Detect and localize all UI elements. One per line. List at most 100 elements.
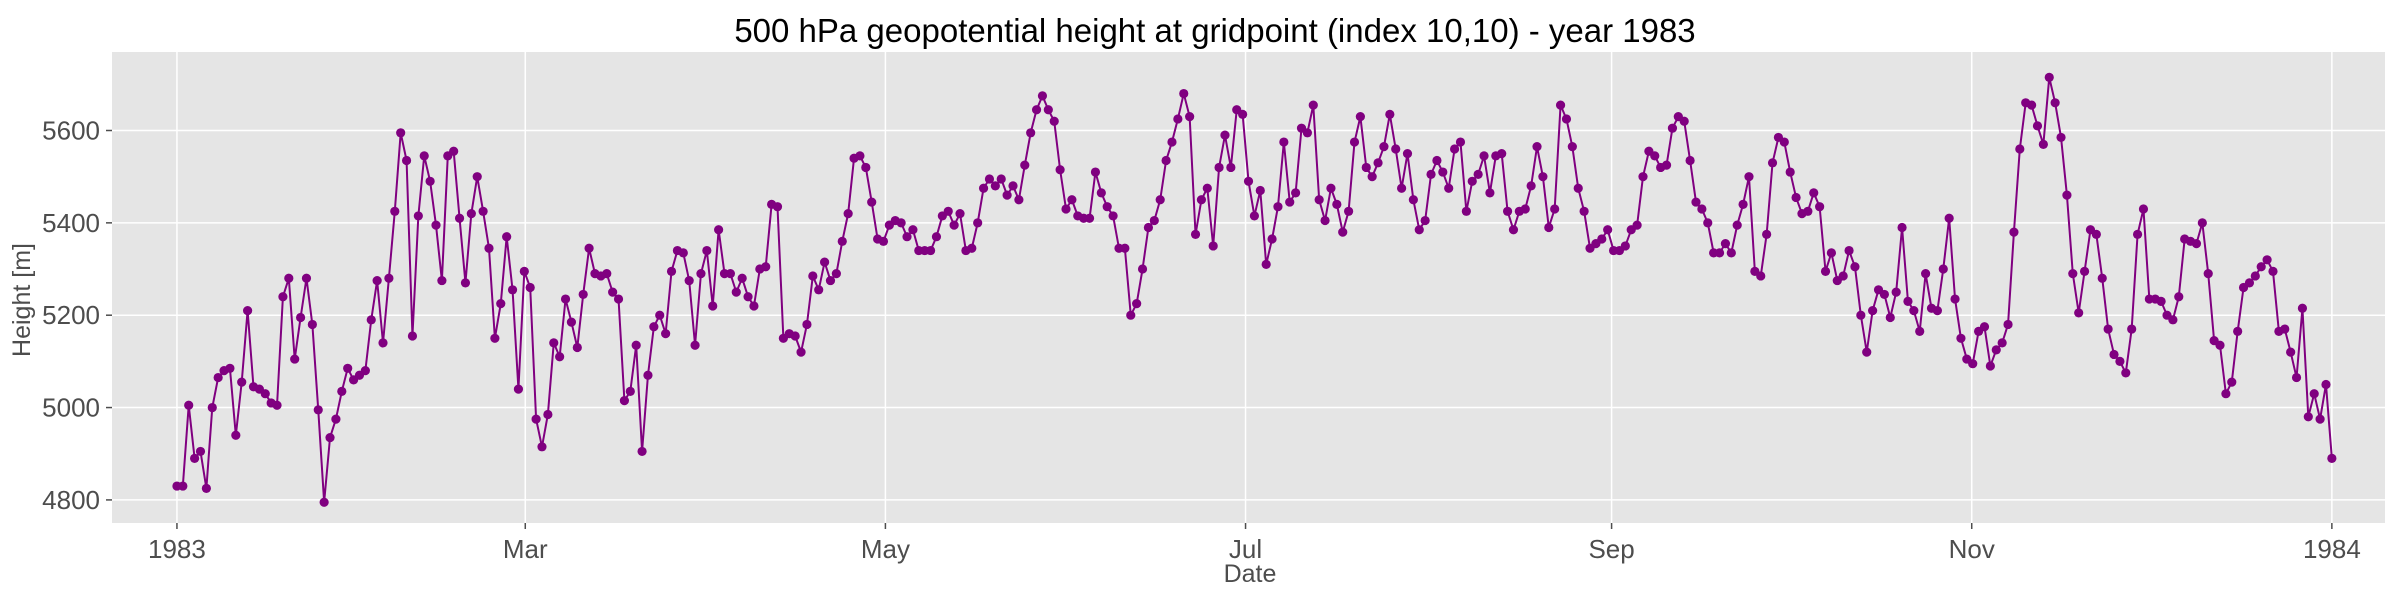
data-point — [419, 151, 429, 161]
data-point — [1285, 197, 1295, 207]
data-point — [949, 220, 959, 230]
data-point — [1461, 206, 1471, 216]
data-point — [702, 245, 712, 256]
data-point — [1879, 289, 1889, 300]
data-point — [396, 128, 406, 138]
data-point — [507, 285, 518, 295]
data-point — [1838, 271, 1848, 281]
data-point — [714, 225, 724, 235]
data-point — [2138, 204, 2149, 214]
data-point — [2003, 319, 2013, 330]
data-point — [1167, 137, 1177, 147]
data-point — [2291, 372, 2302, 383]
data-point — [1868, 305, 1878, 316]
data-point — [808, 271, 818, 281]
data-point — [290, 354, 300, 364]
data-point — [1820, 266, 1831, 276]
data-point — [1956, 333, 1966, 343]
data-point — [449, 146, 459, 156]
data-point — [1909, 305, 1919, 316]
data-point — [237, 377, 247, 387]
data-point — [272, 400, 282, 410]
data-point — [1132, 299, 1142, 309]
data-point — [855, 151, 865, 161]
data-point — [390, 206, 400, 216]
data-point — [708, 301, 718, 311]
series-heights — [172, 72, 2337, 507]
data-point — [814, 285, 824, 295]
data-point — [1432, 155, 1442, 166]
data-point — [437, 275, 447, 286]
data-point — [2156, 296, 2166, 306]
data-point — [1067, 195, 1077, 205]
data-point — [201, 483, 211, 493]
data-point — [325, 432, 335, 443]
data-point — [513, 384, 524, 394]
data-point — [519, 266, 529, 276]
data-point — [613, 294, 624, 304]
data-point — [1938, 264, 1948, 274]
data-point — [1567, 142, 1577, 152]
data-point — [2115, 356, 2125, 366]
x-axis-ticks: 1983 Mar May Jul Sep Nov 1984 — [148, 523, 2361, 564]
data-point — [1620, 241, 1630, 251]
data-point — [378, 338, 388, 348]
data-point — [1738, 199, 1748, 209]
data-point — [1385, 109, 1395, 119]
data-point — [2132, 229, 2143, 239]
data-point — [1155, 195, 1165, 205]
data-point — [2168, 315, 2178, 325]
data-point — [2262, 255, 2272, 265]
data-point — [1703, 218, 1713, 228]
data-point — [366, 315, 376, 325]
data-point — [1979, 322, 1990, 332]
data-point — [1502, 206, 1513, 216]
data-point — [1520, 204, 1530, 214]
data-point — [1526, 181, 1536, 191]
chart-title: 500 hPa geopotential height at gridpoint… — [734, 12, 1695, 49]
data-point — [566, 317, 577, 327]
data-point — [1856, 310, 1866, 320]
data-point — [1149, 215, 1159, 226]
data-point — [1314, 195, 1324, 205]
data-point — [478, 206, 488, 216]
data-point — [631, 340, 641, 350]
data-point — [1985, 361, 1995, 371]
data-point — [867, 197, 877, 207]
data-point — [2321, 379, 2331, 390]
data-point — [2256, 262, 2266, 272]
data-point — [1349, 137, 1360, 147]
data-point — [331, 414, 341, 424]
data-point — [837, 236, 847, 246]
data-point — [2268, 266, 2278, 276]
data-point — [1538, 172, 1548, 182]
data-point — [1055, 165, 1065, 175]
data-point — [260, 389, 270, 399]
data-point — [820, 257, 830, 267]
data-point — [1897, 222, 1907, 233]
data-point — [1950, 294, 1960, 304]
data-point — [1455, 137, 1466, 147]
data-point — [1862, 347, 1872, 357]
y-axis-label: Height [m] — [8, 243, 36, 357]
data-point — [1355, 112, 1365, 122]
data-point — [1968, 359, 1978, 369]
data-point — [1120, 243, 1130, 253]
data-point — [1255, 185, 1265, 196]
data-point — [1196, 195, 1207, 205]
data-point — [195, 446, 206, 457]
data-point — [2109, 349, 2119, 360]
data-point — [2091, 229, 2101, 239]
data-point — [1449, 144, 1460, 154]
data-point — [1031, 105, 1042, 115]
data-point — [1014, 195, 1024, 205]
data-point — [1338, 227, 1348, 237]
data-point — [790, 331, 800, 341]
data-point — [1944, 213, 1954, 223]
data-point — [425, 176, 435, 186]
data-point — [2079, 266, 2090, 276]
data-point — [466, 209, 476, 219]
data-point — [761, 262, 771, 272]
data-point — [1161, 155, 1171, 166]
data-point — [796, 347, 806, 357]
